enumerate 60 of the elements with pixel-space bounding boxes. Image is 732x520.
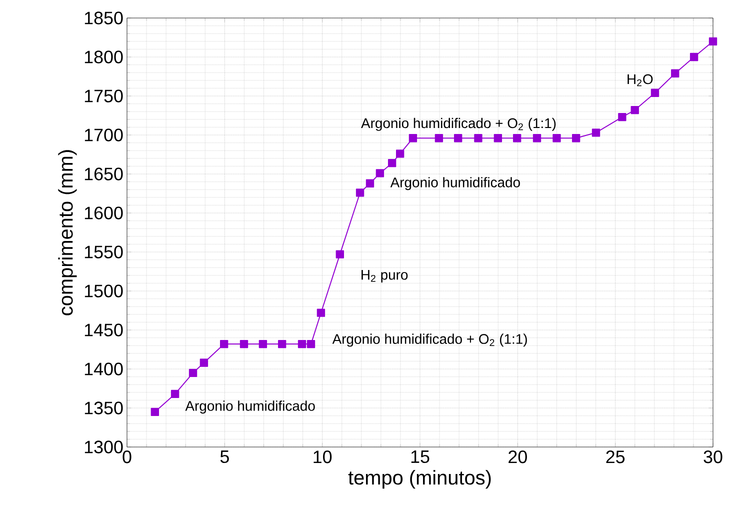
point xyxy=(258,340,268,348)
annotation: H$_{2}$O xyxy=(628,74,653,86)
annotation: Argonio humidificado xyxy=(185,400,315,414)
annotation: H$_{2}$ puro xyxy=(362,270,408,283)
x-tick-label: 15 xyxy=(411,450,430,464)
point xyxy=(618,112,626,122)
x-tick-label: 25 xyxy=(606,450,625,464)
point xyxy=(572,134,580,142)
point xyxy=(336,250,344,258)
point xyxy=(532,134,542,142)
y-tick-label: 1550 xyxy=(84,246,123,258)
point xyxy=(408,134,418,142)
point xyxy=(512,134,522,142)
y-tick-label: 1450 xyxy=(84,324,123,336)
point xyxy=(650,88,660,97)
annotation: Argonio humidificado + O$_{2}$ (1:1) xyxy=(361,118,556,131)
annotation: Argonio humidificado xyxy=(390,177,520,190)
point xyxy=(150,408,160,416)
point xyxy=(356,188,364,197)
y-tick-label: 1850 xyxy=(84,12,123,24)
x-tick-label: 0 xyxy=(122,450,132,464)
point xyxy=(396,150,404,158)
point xyxy=(708,37,718,46)
point xyxy=(298,340,306,348)
point xyxy=(306,340,316,348)
point xyxy=(188,368,198,377)
point xyxy=(200,358,208,367)
point xyxy=(240,340,248,348)
x-tick-label: 20 xyxy=(508,450,527,464)
y-tick-label: 1350 xyxy=(84,402,123,414)
y-tick-label: 1600 xyxy=(84,206,123,220)
y-tick-label: 1750 xyxy=(84,90,123,102)
x-tick-label: 5 xyxy=(220,450,229,464)
point xyxy=(388,158,396,168)
y-tick-label: 1400 xyxy=(84,362,123,376)
point xyxy=(376,169,384,178)
y-tick-label: 1800 xyxy=(84,50,123,64)
point xyxy=(690,52,698,62)
y-tick-label: 1500 xyxy=(84,284,123,298)
x-axis-title: tempo (minutos) xyxy=(348,470,491,489)
y-tick-label: 1300 xyxy=(84,440,123,454)
point xyxy=(170,390,180,398)
point xyxy=(366,179,374,188)
point xyxy=(454,134,462,142)
y-tick-label: 1700 xyxy=(84,128,123,142)
point xyxy=(474,134,482,142)
point xyxy=(630,106,639,114)
point xyxy=(220,340,228,348)
annotation: Argonio humidificado + O$_{2}$ (1:1) xyxy=(332,334,527,347)
x-tick-label: 30 xyxy=(704,450,722,464)
point xyxy=(494,134,502,142)
point xyxy=(592,128,600,137)
y-axis-title: comprimento (mm) xyxy=(58,150,77,316)
point xyxy=(316,308,326,317)
y-tick-label: 1650 xyxy=(84,168,123,180)
point xyxy=(434,134,444,142)
x-tick-label: 10 xyxy=(314,450,332,464)
point xyxy=(552,134,561,142)
point xyxy=(671,69,680,78)
point xyxy=(278,340,286,348)
